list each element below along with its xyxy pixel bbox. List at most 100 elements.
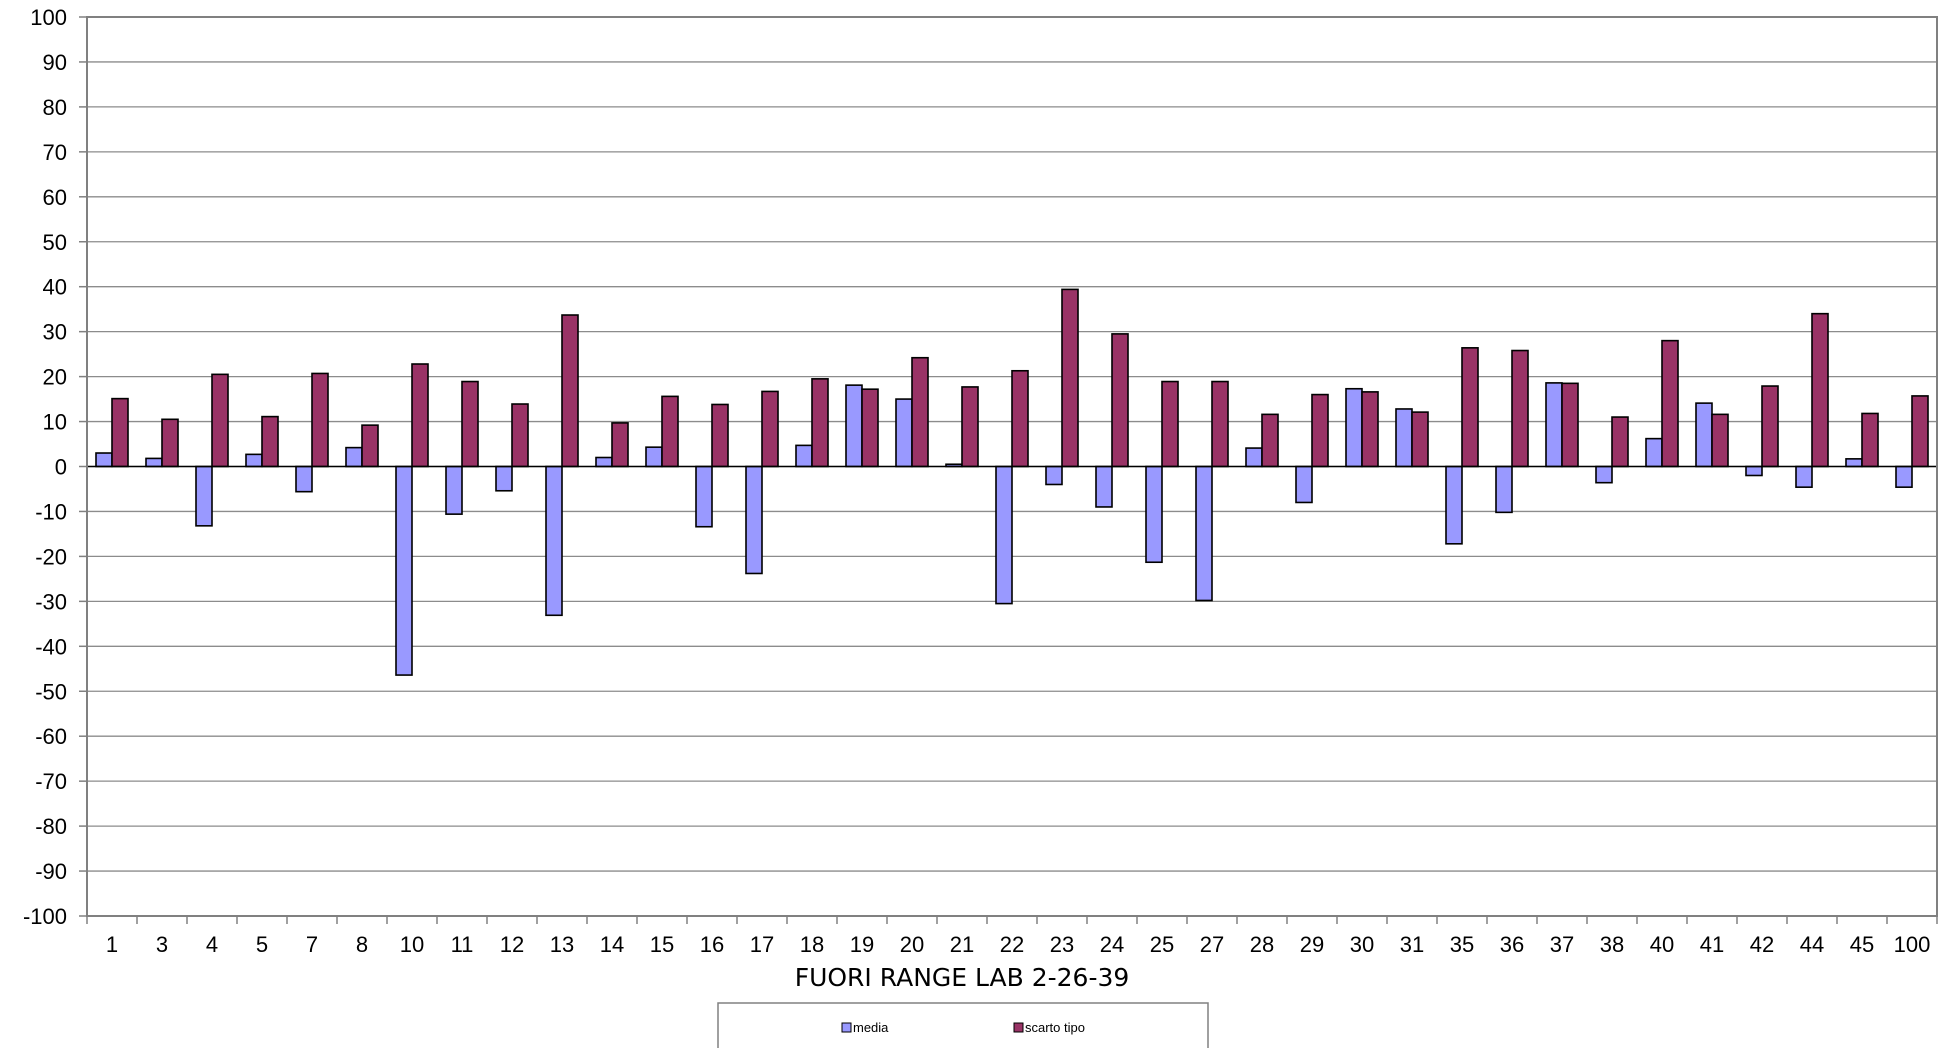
x-tick-label: 19 [850,932,874,957]
bar-scarto-tipo-19 [861,388,879,468]
y-tick-label: 0 [55,455,67,480]
y-tick-label: -70 [35,769,67,794]
x-tick-label: 21 [950,932,974,957]
bar-scarto-tipo-41 [1711,413,1729,468]
x-tick-label: 27 [1200,932,1224,957]
y-tick-label: -50 [35,679,67,704]
bar-media-20 [895,398,913,468]
bar-media-18 [795,444,813,468]
bar-scarto-tipo-42 [1761,385,1779,468]
x-axis-ticks: 1 3 4 5 7 8 10 11 12 13 14 15 16 17 18 19 20 21 22 23 24 25 27… [86,916,1938,957]
x-tick-label: 7 [306,932,318,957]
bar-scarto-tipo-27 [1211,380,1229,468]
x-tick-label: 23 [1050,932,1074,957]
y-tick-label: 10 [43,410,67,435]
x-tick-label: 20 [900,932,924,957]
x-tick-label: 45 [1850,932,1874,957]
x-tick-label: 38 [1600,932,1624,957]
x-tick-label: 22 [1000,932,1024,957]
bar-media-22 [995,465,1013,605]
x-tick-label: 30 [1350,932,1374,957]
bar-media-8 [345,446,363,468]
legend: media scarto tipo [717,1002,1209,1048]
x-tick-label: 24 [1100,932,1124,957]
bar-scarto-tipo-45 [1861,412,1879,468]
x-tick-label: 18 [800,932,824,957]
x-tick-label: 100 [1894,932,1931,957]
bar-scarto-tipo-25 [1161,380,1179,468]
x-tick-label: 3 [156,932,168,957]
y-tick-label: 50 [43,230,67,255]
legend-label-media: media [853,1020,889,1035]
bar-scarto-tipo-10 [411,363,429,468]
bar-scarto-tipo-12 [511,403,529,468]
x-axis-title: FUORI RANGE LAB 2-26-39 [795,963,1130,992]
bar-scarto-tipo-44 [1811,312,1829,468]
x-tick-label: 42 [1750,932,1774,957]
y-tick-label: 90 [43,50,67,75]
x-tick-label: 10 [400,932,424,957]
x-tick-label: 13 [550,932,574,957]
bar-media-40 [1645,437,1663,468]
bar-scarto-tipo-37 [1561,382,1579,468]
x-tick-label: 36 [1500,932,1524,957]
bar-media-30 [1345,387,1363,468]
bar-scarto-tipo-35 [1461,347,1479,468]
y-tick-label: -30 [35,589,67,614]
bar-media-38 [1595,465,1613,484]
bar-media-44 [1795,465,1813,488]
x-tick-label: 28 [1250,932,1274,957]
bars [87,288,1937,676]
x-tick-label: 25 [1150,932,1174,957]
bar-scarto-tipo-1 [111,397,129,468]
bar-scarto-tipo-15 [661,395,679,468]
x-tick-label: 12 [500,932,524,957]
bar-media-15 [645,446,663,468]
bar-media-14 [595,456,613,468]
x-tick-label: 40 [1650,932,1674,957]
bar-scarto-tipo-5 [261,415,279,468]
bar-media-17 [745,465,763,575]
legend-box [717,1002,1209,1048]
bar-media-11 [445,465,463,515]
legend-swatch-scarto-tipo [1013,1022,1024,1033]
bar-scarto-tipo-31 [1411,411,1429,468]
bar-media-36 [1495,465,1513,514]
bar-media-28 [1245,447,1263,468]
bar-media-27 [1195,465,1213,602]
bar-scarto-tipo-28 [1261,413,1279,468]
bar-media-5 [245,453,263,468]
x-tick-label: 31 [1400,932,1424,957]
bar-scarto-tipo-22 [1011,369,1029,468]
y-tick-label: 60 [43,185,67,210]
bar-media-7 [295,465,313,493]
plot-area-border [86,16,1938,917]
bar-media-4 [195,465,213,527]
x-tick-label: 44 [1800,932,1824,957]
bar-scarto-tipo-7 [311,372,329,468]
bar-scarto-tipo-30 [1361,391,1379,468]
bar-media-12 [495,465,513,492]
bar-scarto-tipo-18 [811,378,829,468]
bar-media-29 [1295,465,1313,504]
y-tick-label: -20 [35,544,67,569]
bar-media-41 [1695,402,1713,468]
bar-scarto-tipo-100 [1911,395,1929,468]
bar-scarto-tipo-40 [1661,339,1679,468]
bar-media-100 [1895,465,1913,488]
y-tick-label: -80 [35,814,67,839]
bar-media-31 [1395,408,1413,468]
bar-media-25 [1145,465,1163,564]
y-tick-label: -100 [23,904,67,929]
y-tick-label: 20 [43,365,67,390]
y-axis-ticks: 1009080706050403020100-10-20-30-40-50-60… [23,5,87,929]
bar-scarto-tipo-14 [611,422,629,468]
bar-scarto-tipo-23 [1061,288,1079,468]
x-tick-label: 16 [700,932,724,957]
bar-media-42 [1745,465,1763,477]
bar-media-10 [395,465,413,676]
y-tick-label: -10 [35,499,67,524]
x-tick-label: 5 [256,932,268,957]
y-tick-label: 40 [43,275,67,300]
